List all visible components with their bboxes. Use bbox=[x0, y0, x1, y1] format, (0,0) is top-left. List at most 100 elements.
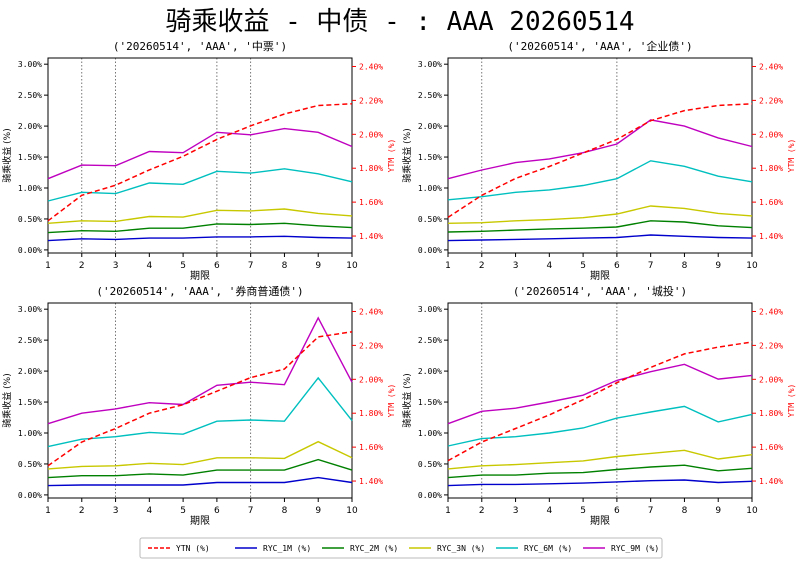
y2-tick-label: 1.80% bbox=[359, 164, 383, 173]
y-tick-label: 0.00% bbox=[18, 491, 42, 500]
legend-item: RYC_9M (%) bbox=[583, 544, 659, 553]
x-axis-label: 期限 bbox=[190, 515, 210, 527]
figure-title: 骑乘收益 - 中债 - : AAA 20260514 bbox=[165, 7, 634, 37]
series-line-ryc_6m bbox=[47, 376, 353, 448]
series-line-ryc_9m bbox=[47, 316, 353, 425]
x-tick-label: 9 bbox=[715, 261, 721, 271]
y2-tick-label: 2.20% bbox=[359, 96, 383, 105]
x-tick-label: 8 bbox=[282, 261, 288, 271]
x-tick-label: 9 bbox=[715, 506, 721, 516]
series-line-ryc_9m bbox=[447, 363, 753, 425]
x-tick-label: 10 bbox=[746, 506, 758, 516]
series-line-ryc_1m bbox=[447, 479, 753, 487]
series-line-ryc_2m bbox=[447, 464, 753, 479]
x-tick-label: 9 bbox=[315, 261, 321, 271]
y-tick-label: 3.00% bbox=[418, 305, 442, 314]
x-tick-label: 8 bbox=[282, 506, 288, 516]
series-line-ryc_3n bbox=[47, 208, 353, 224]
x-tick-label: 3 bbox=[513, 506, 519, 516]
x-tick-label: 1 bbox=[45, 506, 51, 516]
y-tick-label: 0.00% bbox=[418, 246, 442, 255]
y-tick-label: 3.00% bbox=[18, 60, 42, 69]
y2-tick-label: 2.20% bbox=[359, 341, 383, 350]
legend-item: RYC_1M (%) bbox=[235, 544, 311, 553]
axes-frame bbox=[47, 57, 353, 254]
x-tick-label: 5 bbox=[180, 261, 186, 271]
y-axis-label: 骑乘收益 (%) bbox=[401, 373, 413, 427]
y-tick-label: 0.00% bbox=[18, 246, 42, 255]
x-tick-label: 5 bbox=[580, 261, 586, 271]
y-tick-label: 1.50% bbox=[418, 398, 442, 407]
subplot-3: ('20260514', 'AAA', '券商普通债') 1 2 3 4 5 6 7 8 9 10 期… bbox=[1, 284, 396, 527]
series-line-ryc_2m bbox=[47, 222, 353, 234]
legend-box bbox=[139, 537, 663, 559]
x-tick-label: 4 bbox=[146, 261, 152, 271]
y-tick-label: 2.50% bbox=[18, 91, 42, 100]
y-tick-label: 1.00% bbox=[18, 429, 42, 438]
y2-tick-label: 2.20% bbox=[759, 341, 783, 350]
y-tick-label: 0.00% bbox=[418, 491, 442, 500]
series-line-ytm bbox=[447, 103, 753, 219]
x-tick-label: 10 bbox=[346, 506, 358, 516]
x-tick-label: 4 bbox=[546, 506, 552, 516]
series-line-ryc_6m bbox=[447, 405, 753, 447]
y-axis-label: 骑乘收益 (%) bbox=[401, 128, 413, 182]
subplot-1: ('20260514', 'AAA', '中票') 1 2 3 4 5 6 7 8 9 10 期限 0.… bbox=[1, 40, 396, 282]
y2-tick-label: 1.40% bbox=[359, 232, 383, 241]
series-line-ryc_3n bbox=[47, 440, 353, 470]
series-line-ryc_1m bbox=[447, 234, 753, 242]
series-line-ryc_2m bbox=[47, 458, 353, 479]
series-line-ryc_6m bbox=[47, 168, 353, 202]
x-axis-label: 期限 bbox=[590, 270, 610, 282]
series-line-ryc_9m bbox=[47, 127, 353, 180]
x-axis-label: 期限 bbox=[590, 515, 610, 527]
legend-label: RYC_3N (%) bbox=[437, 544, 485, 553]
legend-item: YTN (%) bbox=[148, 544, 210, 553]
y2-tick-label: 1.60% bbox=[359, 198, 383, 207]
y-tick-label: 2.50% bbox=[18, 336, 42, 345]
y2-axis-label: YTM (%) bbox=[787, 139, 796, 173]
x-tick-label: 2 bbox=[479, 261, 485, 271]
series-line-ytm bbox=[447, 341, 753, 462]
legend-label: RYC_9M (%) bbox=[611, 544, 659, 553]
y2-axis-label: YTM (%) bbox=[387, 139, 396, 173]
y2-tick-label: 1.80% bbox=[359, 409, 383, 418]
y-tick-label: 2.50% bbox=[418, 91, 442, 100]
legend-label: YTN (%) bbox=[176, 544, 210, 553]
axes-frame bbox=[447, 302, 753, 499]
y-tick-label: 0.50% bbox=[418, 215, 442, 224]
x-tick-label: 3 bbox=[113, 506, 119, 516]
x-tick-label: 5 bbox=[180, 506, 186, 516]
series-line-ryc_9m bbox=[447, 119, 753, 180]
y2-tick-label: 1.80% bbox=[759, 164, 783, 173]
y-tick-label: 2.00% bbox=[18, 122, 42, 131]
x-tick-label: 7 bbox=[648, 261, 654, 271]
x-tick-label: 8 bbox=[682, 506, 688, 516]
x-tick-label: 6 bbox=[614, 261, 620, 271]
series-line-ryc_1m bbox=[47, 476, 353, 487]
x-tick-label: 6 bbox=[614, 506, 620, 516]
x-tick-label: 7 bbox=[248, 506, 254, 516]
x-tick-label: 10 bbox=[346, 261, 358, 271]
x-tick-label: 4 bbox=[146, 506, 152, 516]
x-tick-label: 5 bbox=[580, 506, 586, 516]
series-line-ryc_3n bbox=[447, 205, 753, 224]
x-tick-label: 9 bbox=[315, 506, 321, 516]
series-line-ryc_6m bbox=[447, 160, 753, 201]
series-line-ryc_3n bbox=[447, 449, 753, 470]
subplots: ('20260514', 'AAA', '中票') 1 2 3 4 5 6 7 8 9 10 期限 0.… bbox=[1, 39, 796, 527]
x-tick-label: 1 bbox=[445, 506, 451, 516]
x-tick-label: 2 bbox=[479, 506, 485, 516]
y2-tick-label: 2.00% bbox=[359, 130, 383, 139]
x-tick-label: 7 bbox=[248, 261, 254, 271]
x-tick-label: 1 bbox=[45, 261, 51, 271]
y2-tick-label: 2.00% bbox=[759, 375, 783, 384]
x-tick-label: 6 bbox=[214, 261, 220, 271]
x-tick-label: 3 bbox=[113, 261, 119, 271]
y2-tick-label: 2.00% bbox=[359, 375, 383, 384]
y-tick-label: 1.00% bbox=[18, 184, 42, 193]
y-axis-label: 骑乘收益 (%) bbox=[1, 128, 13, 182]
y-tick-label: 2.00% bbox=[418, 122, 442, 131]
y2-tick-label: 2.40% bbox=[359, 307, 383, 316]
